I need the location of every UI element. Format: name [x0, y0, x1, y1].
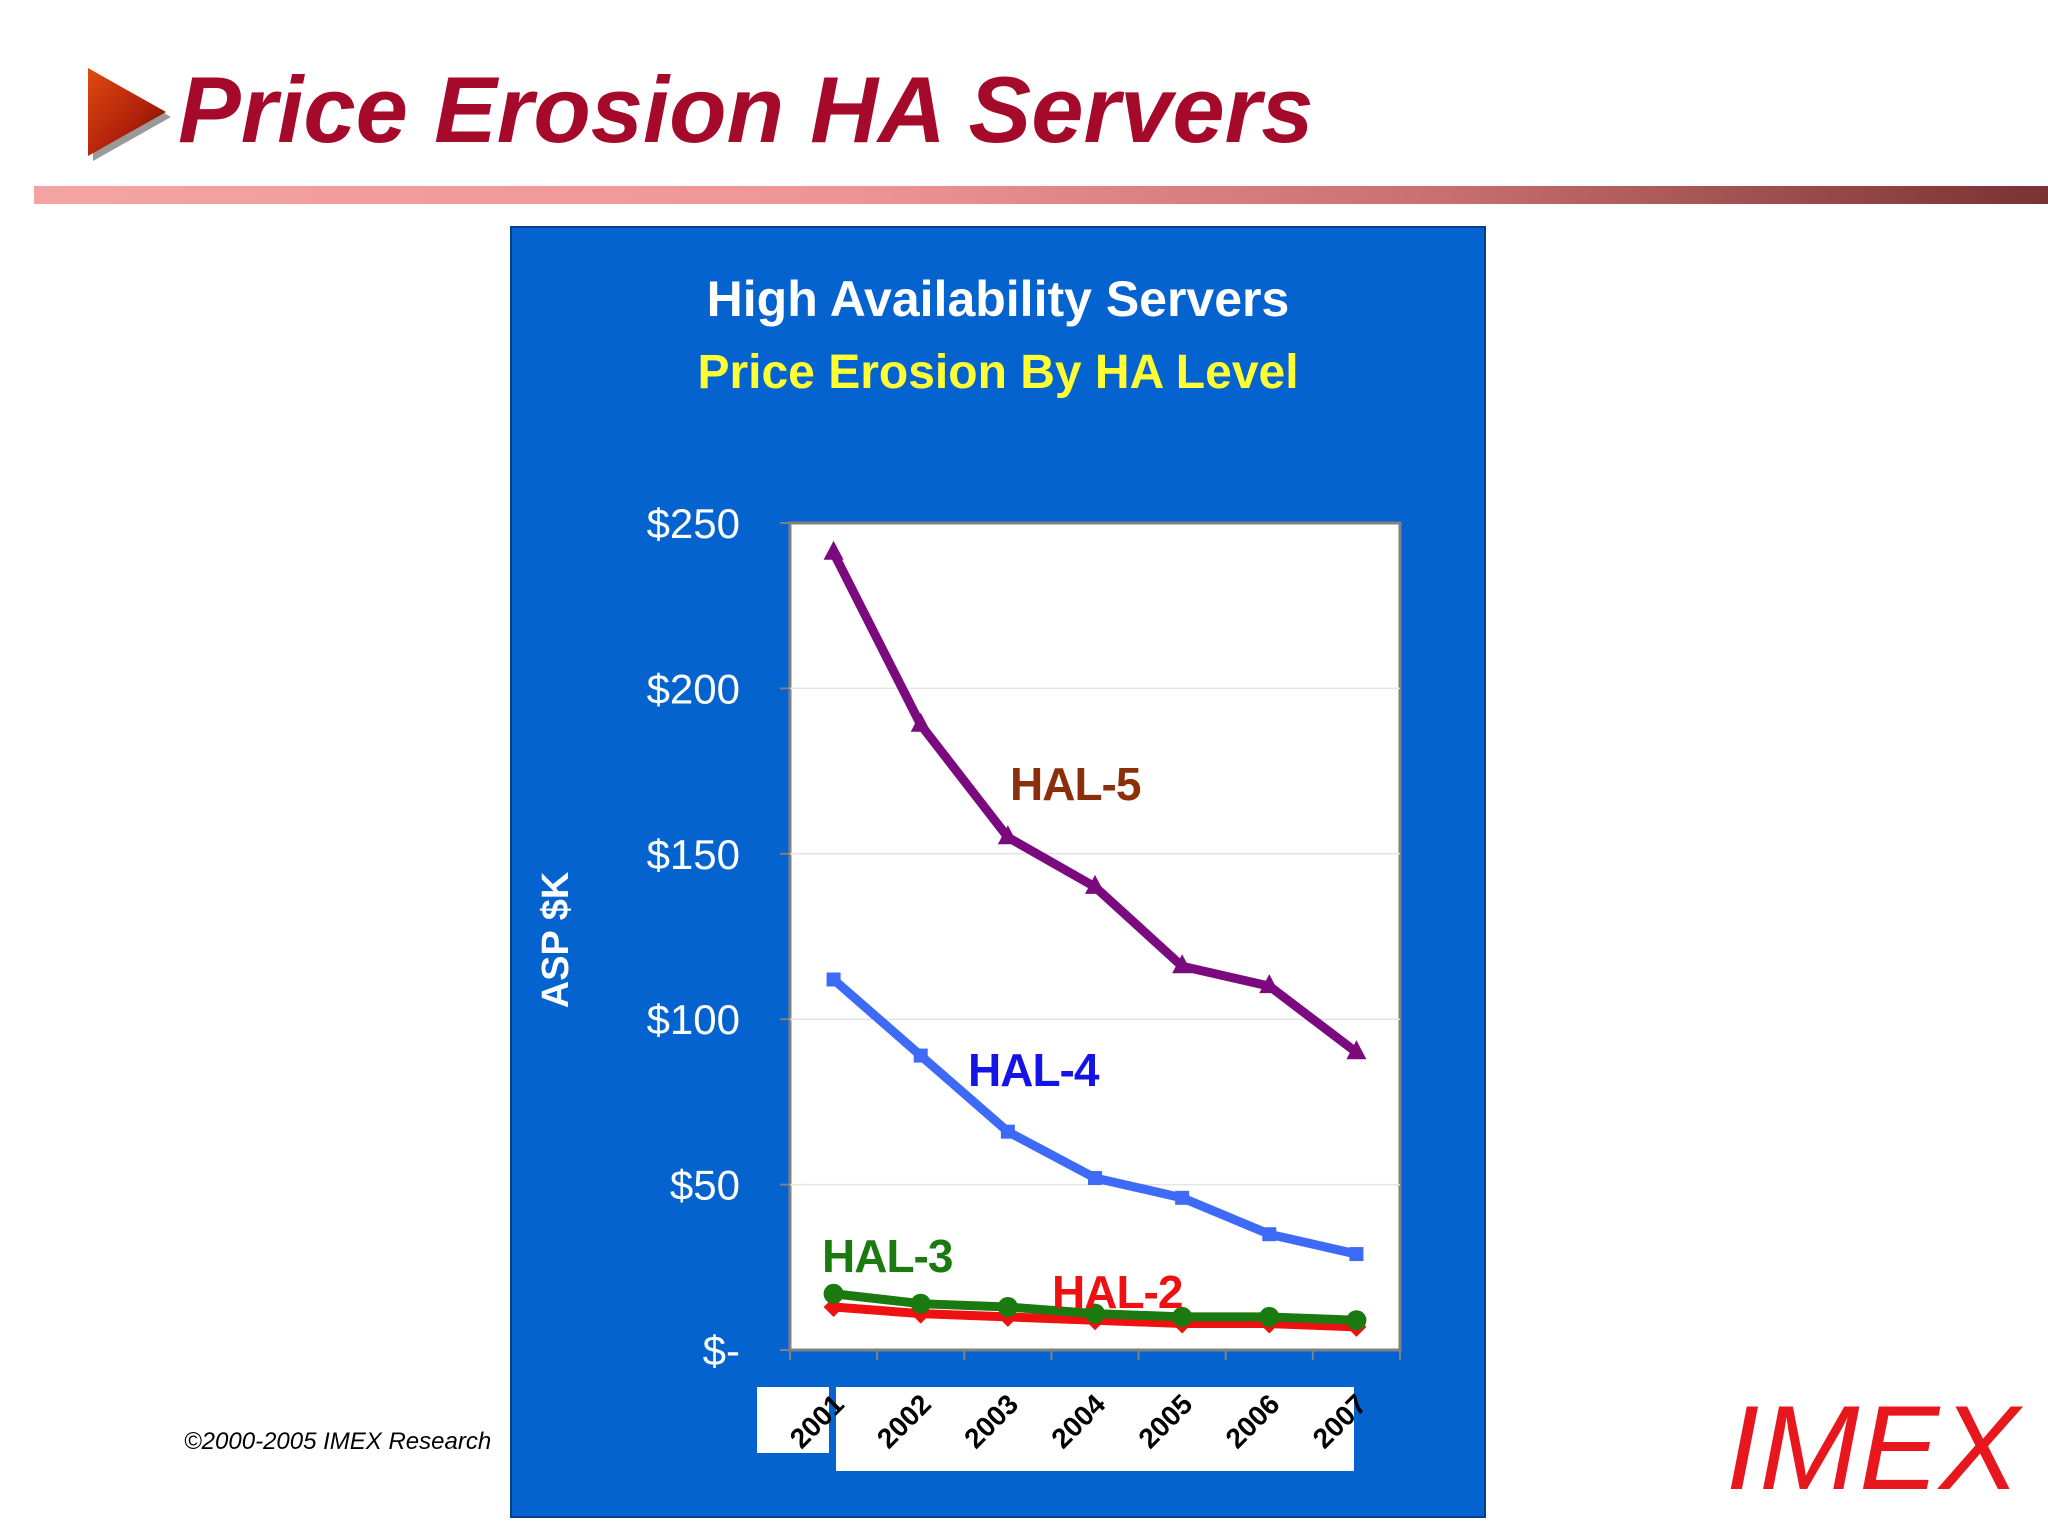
slide-title: Price Erosion HA Servers: [178, 57, 1314, 162]
data-point-hal-3: [997, 1296, 1018, 1317]
x-axis-labels: 2001 2002 2003 2004 2005 2006 2007: [757, 1387, 1373, 1471]
series-labels: HAL-5 HAL-4 HAL-3 HAL-2: [822, 758, 1183, 1318]
data-point-hal-5: [1346, 1040, 1367, 1060]
y-axis: $- $50 $100 $150 $200 $250: [647, 500, 1401, 1374]
data-point-hal-3: [1346, 1310, 1367, 1331]
data-point-hal-3: [910, 1293, 931, 1314]
play-triangle-icon: [88, 68, 171, 161]
data-point-hal-3: [1085, 1303, 1105, 1324]
data-point-hal-4: [1000, 1124, 1015, 1139]
chart-subtitle: Price Erosion By HA Level: [697, 346, 1298, 399]
copyright-notice: ©2000-2005 IMEX Research: [184, 1428, 492, 1455]
data-point-hal-4: [826, 972, 841, 987]
x-label-box: [757, 1387, 829, 1453]
y-axis-label: ASP $K: [535, 871, 577, 1008]
y-tick-label: $200: [647, 665, 740, 712]
series-label-hal-3: HAL-3: [822, 1230, 952, 1282]
title-divider: [34, 186, 2048, 204]
data-point-hal-5: [997, 825, 1018, 845]
imex-logo: IMEX: [1726, 1381, 2020, 1515]
y-tick-label: $250: [647, 500, 740, 547]
y-tick-label: $-: [703, 1327, 740, 1374]
y-tick-label: $100: [647, 996, 740, 1043]
y-tick-label: $150: [647, 831, 740, 878]
data-point-hal-4: [1262, 1227, 1277, 1242]
series-label-hal-5: HAL-5: [1010, 758, 1141, 810]
data-point-hal-3: [823, 1283, 844, 1304]
data-point-hal-4: [913, 1048, 928, 1063]
data-point-hal-5: [1172, 954, 1193, 974]
x-label-box: [836, 1387, 1354, 1471]
data-point-hal-3: [1172, 1306, 1193, 1327]
data-point-hal-4: [1175, 1190, 1190, 1205]
series-label-hal-4: HAL-4: [968, 1044, 1100, 1096]
y-tick-label: $50: [670, 1162, 740, 1209]
chart-title: High Availability Servers: [707, 271, 1290, 327]
data-point-hal-4: [1088, 1170, 1102, 1185]
data-point-hal-5: [1085, 874, 1105, 894]
data-point-hal-5: [1259, 974, 1280, 994]
series-lines: [823, 540, 1367, 1337]
series-label-hal-2: HAL-2: [1052, 1266, 1182, 1318]
data-point-hal-5: [823, 540, 844, 560]
data-point-hal-4: [1349, 1247, 1364, 1262]
data-point-hal-5: [910, 712, 931, 732]
data-point-hal-3: [1259, 1306, 1280, 1327]
